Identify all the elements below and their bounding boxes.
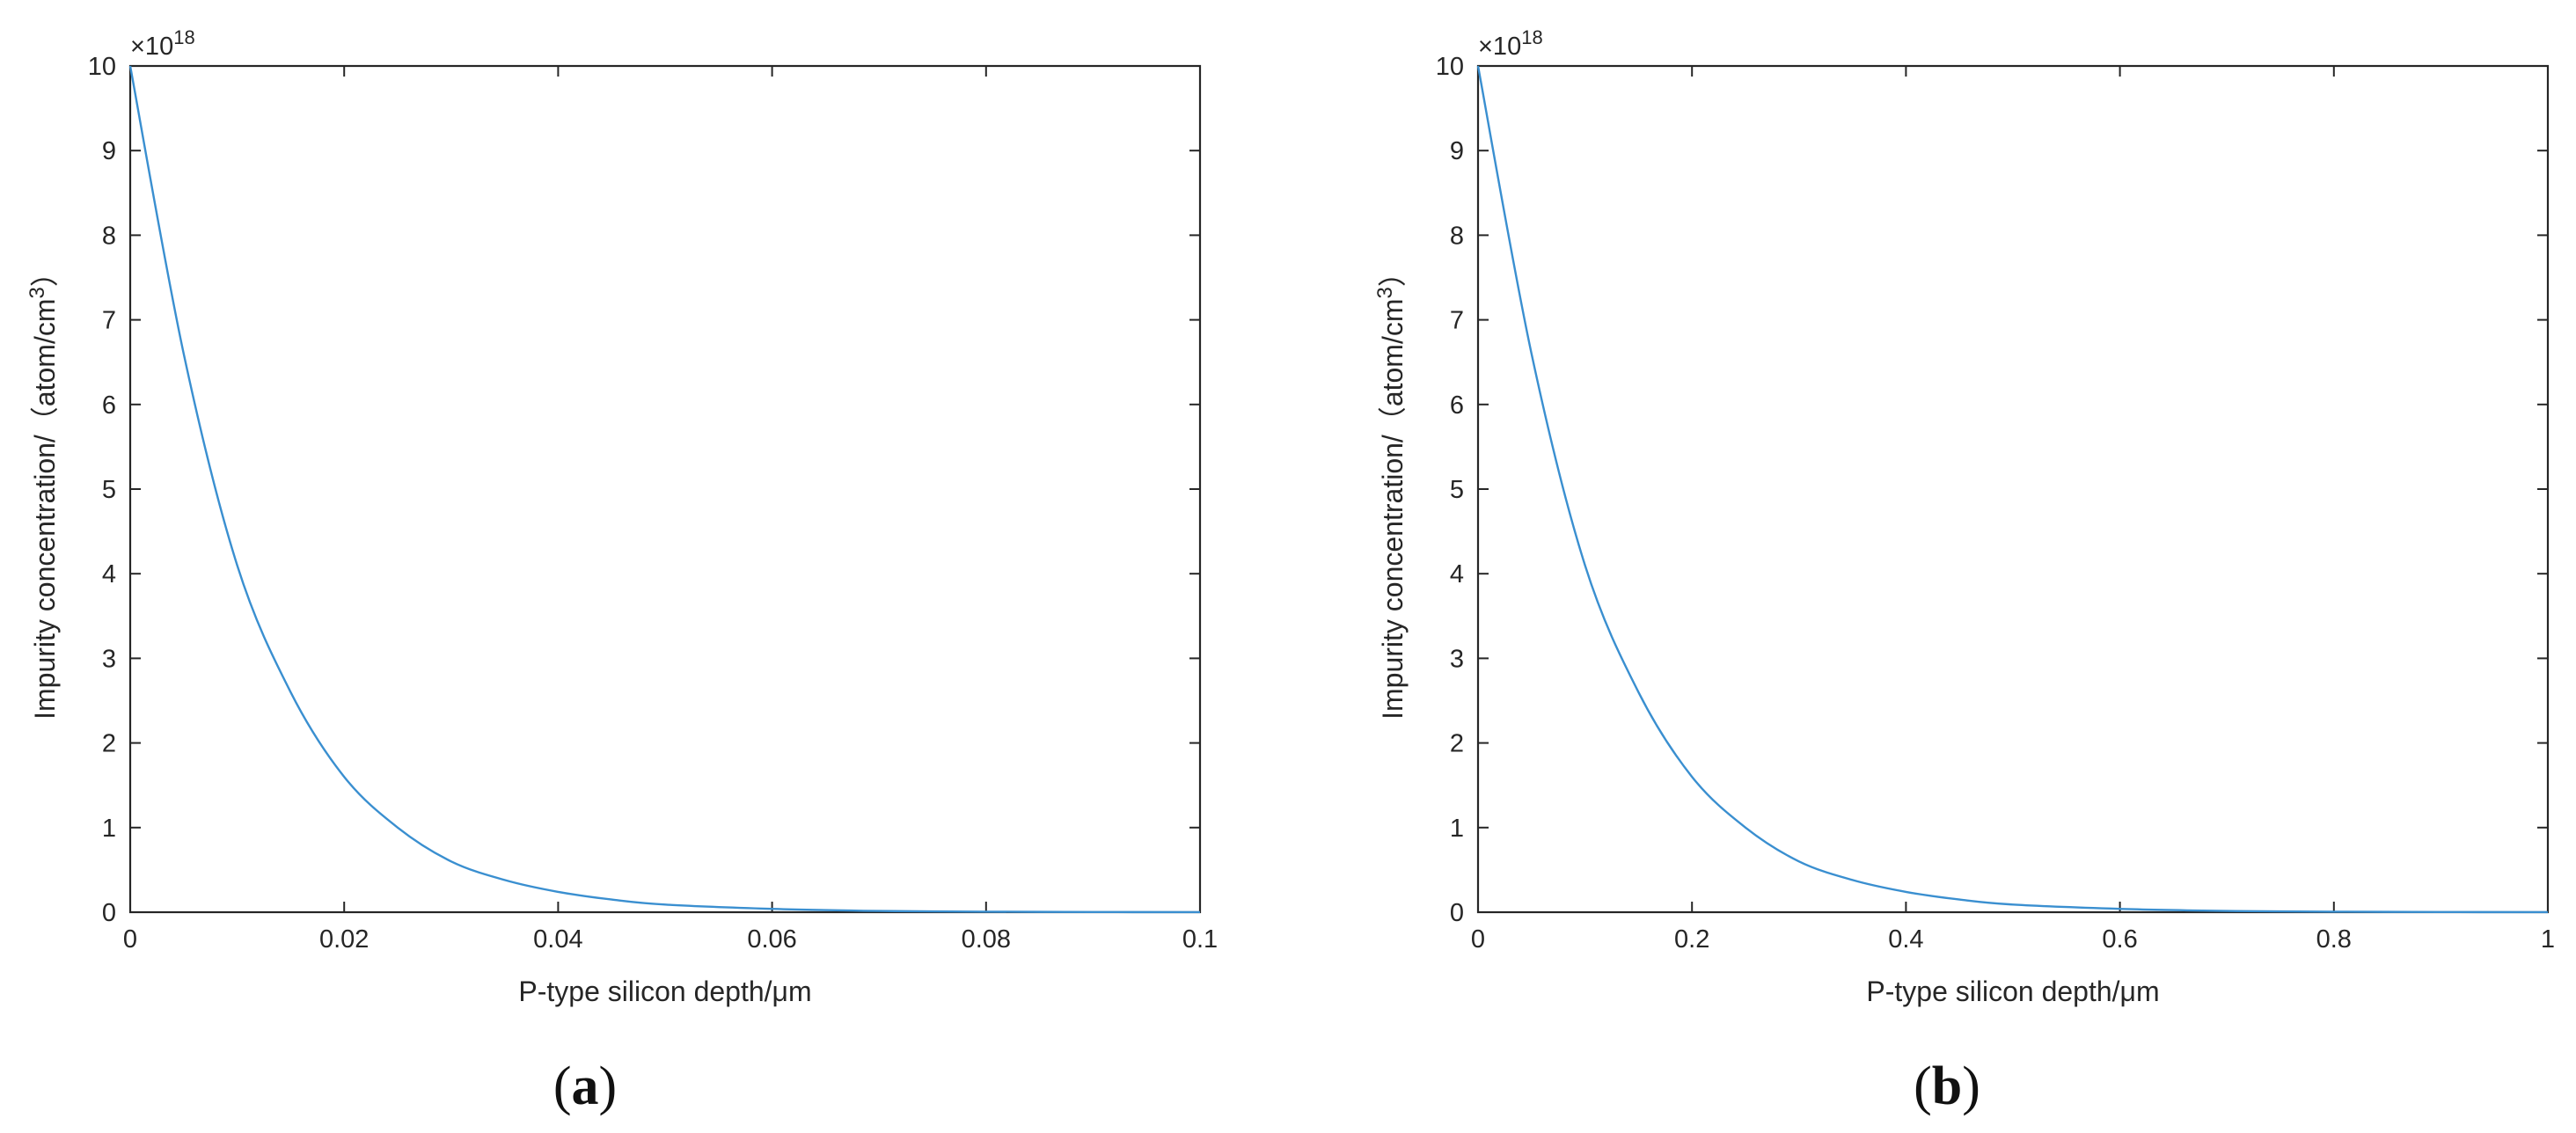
- y-tick-labels: 0 1 2 3 4 5 6 7 8 9 10: [88, 53, 116, 927]
- x-tick-label: 0: [1471, 925, 1485, 954]
- x-tick-label: 0.08: [962, 925, 1011, 954]
- y-tick-label: 10: [1436, 53, 1464, 81]
- y-tick-labels: 0 1 2 3 4 5 6 7 8 9 10: [1436, 53, 1464, 927]
- y-tick-label: 1: [1450, 815, 1464, 843]
- y-tick-label: 7: [1450, 307, 1464, 335]
- y-tick-label: 5: [102, 476, 116, 504]
- y-tick-label: 6: [1450, 391, 1464, 420]
- x-tick-label: 0.02: [319, 925, 369, 954]
- x-axis-label: P-type silicon depth/μm: [1866, 976, 2159, 1007]
- y-tick-label: 3: [102, 645, 116, 673]
- y-tick-label: 0: [102, 899, 116, 927]
- x-tick-label: 0.1: [1182, 925, 1218, 954]
- x-tick-label: 1: [2541, 925, 2555, 954]
- y-tick-label: 4: [102, 560, 116, 588]
- plot-frame: [128, 64, 1202, 914]
- concentration-curve: [128, 65, 1201, 914]
- x-tick-label: 0.6: [2102, 925, 2137, 954]
- y-tick-label: 4: [1450, 560, 1464, 588]
- x-tick-label: 0: [123, 925, 137, 954]
- y-tick-label: 9: [1450, 137, 1464, 165]
- y-tick-label: 7: [102, 307, 116, 335]
- x-tick-label: 0.2: [1674, 925, 1709, 954]
- y-tick-label: 8: [102, 222, 116, 250]
- x-tick-label: 0.04: [533, 925, 582, 954]
- chart-panel-b: 0 0.2 0.4 0.6 0.8 1 0 1 2 3 4 5 6 7 8 9 10 ×1018 P-type…: [1373, 26, 2555, 1007]
- plot-frame: [1476, 64, 2550, 914]
- y-exponent-label: ×1018: [1478, 26, 1543, 61]
- y-tick-label: 2: [102, 730, 116, 758]
- panel-label-a: (a): [553, 1056, 617, 1116]
- y-tick-label: 10: [88, 53, 116, 81]
- y-tick-label: 9: [102, 137, 116, 165]
- concentration-curve: [1476, 65, 2549, 914]
- tick-marks: [1477, 65, 2549, 913]
- y-tick-label: 8: [1450, 222, 1464, 250]
- x-tick-labels: 0 0.2 0.4 0.6 0.8 1: [1471, 925, 2555, 954]
- x-axis-label: P-type silicon depth/μm: [518, 976, 811, 1007]
- y-tick-label: 5: [1450, 476, 1464, 504]
- x-tick-labels: 0 0.02 0.04 0.06 0.08 0.1: [123, 925, 1218, 954]
- y-tick-label: 2: [1450, 730, 1464, 758]
- y-tick-label: 6: [102, 391, 116, 420]
- x-tick-label: 0.06: [747, 925, 796, 954]
- y-exponent-label: ×1018: [130, 26, 195, 61]
- y-axis-label: Impurity concentration/（atom/cm3）: [26, 259, 61, 720]
- y-tick-label: 1: [102, 815, 116, 843]
- y-tick-label: 3: [1450, 645, 1464, 673]
- x-tick-label: 0.4: [1888, 925, 1923, 954]
- y-tick-label: 0: [1450, 899, 1464, 927]
- x-tick-label: 0.8: [2316, 925, 2352, 954]
- y-axis-label: Impurity concentration/（atom/cm3）: [1373, 259, 1409, 720]
- panel-label-b: (b): [1914, 1056, 1980, 1116]
